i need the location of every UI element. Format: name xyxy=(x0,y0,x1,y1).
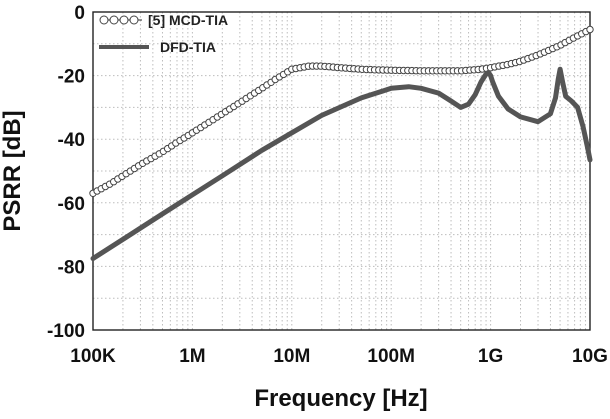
legend-label-mcd-tia: [5] MCD-TIA xyxy=(148,12,228,28)
x-axis-title: Frequency [Hz] xyxy=(254,385,427,412)
legend-label-dfd-tia: DFD-TIA xyxy=(160,39,216,55)
x-tick-label: 1M xyxy=(179,346,205,367)
x-tick-label: 10M xyxy=(273,346,310,367)
y-tick-label: -80 xyxy=(58,257,85,278)
y-tick-label: -20 xyxy=(58,67,85,88)
series-layer xyxy=(89,25,594,261)
y-tick-label: -100 xyxy=(47,321,85,342)
legend: [5] MCD-TIA DFD-TIA xyxy=(99,12,228,55)
x-tick-label: 1G xyxy=(478,346,503,367)
legend-marker-mcd-tia xyxy=(99,15,142,25)
y-tick-label: 0 xyxy=(74,3,85,24)
y-axis-title: PSRR [dB] xyxy=(0,110,26,231)
y-tick-label: -40 xyxy=(58,130,85,151)
data-point xyxy=(586,25,594,34)
x-tick-label: 100M xyxy=(367,346,415,367)
x-tick-label: 10G xyxy=(572,346,608,367)
y-tick-labels: 0 -20 -40 -60 -80 -100 xyxy=(47,3,85,342)
y-tick-label: -60 xyxy=(58,194,85,215)
series-line-dfd-tia xyxy=(90,66,593,261)
plot-frame xyxy=(92,11,591,331)
x-tick-label: 100K xyxy=(70,346,116,367)
x-tick-labels: 100K 1M 10M 100M 1G 10G xyxy=(70,346,608,367)
